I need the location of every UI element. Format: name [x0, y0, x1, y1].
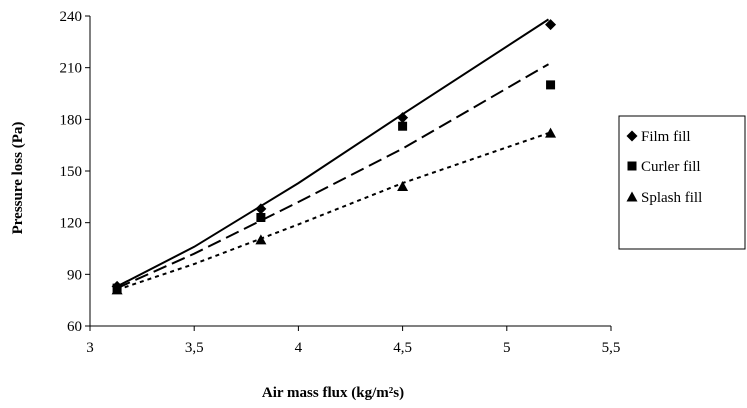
data-markers	[111, 19, 557, 295]
legend: Film fill Curler fill Splash fill	[618, 115, 746, 250]
data-point-splash-fill	[545, 127, 557, 138]
x-tick-label: 3,5	[185, 340, 204, 356]
data-point-splash-fill	[255, 234, 267, 245]
y-tick-label: 210	[60, 61, 83, 77]
x-tick-label: 5,5	[602, 340, 621, 356]
x-tick-label: 3	[86, 340, 94, 356]
data-point-film-fill	[545, 19, 557, 31]
trendline-curler-fill	[116, 63, 550, 290]
legend-marker-curler-fill	[627, 161, 637, 171]
data-point-curler-fill	[398, 121, 408, 131]
axes: 60 90 120 150 180 210 240 3 3,5 4 4,5 5 5,5	[60, 9, 621, 356]
data-point-curler-fill	[256, 213, 266, 222]
trendlines	[116, 18, 550, 291]
y-tick-label: 60	[67, 319, 82, 335]
legend-label-film-fill: Film fill	[641, 129, 691, 145]
data-point-film-fill	[255, 203, 267, 215]
legend-marker-film-fill	[626, 130, 638, 142]
legend-label-curler-fill: Curler fill	[641, 159, 701, 175]
y-tick-label: 180	[60, 112, 83, 128]
data-point-film-fill	[397, 112, 409, 124]
legend-box	[618, 115, 746, 250]
x-tick-label: 4	[295, 340, 303, 356]
y-tick-label: 150	[60, 164, 83, 180]
data-point-curler-fill	[546, 80, 556, 90]
x-tick-label: 4,5	[393, 340, 412, 356]
x-axis-title: Air mass flux (kg/m²s)	[262, 385, 404, 401]
legend-marker-splash-fill	[626, 191, 638, 202]
x-tick-label: 5	[503, 340, 511, 356]
y-tick-label: 240	[60, 9, 83, 25]
trendline-film-fill	[116, 18, 550, 288]
data-point-splash-fill	[111, 284, 123, 295]
legend-label-splash-fill: Splash fill	[641, 190, 702, 206]
y-tick-label: 120	[60, 216, 83, 232]
y-axis-title: Pressure loss (Pa)	[10, 122, 26, 235]
trendline-splash-fill	[116, 132, 549, 291]
y-tick-label: 90	[67, 267, 82, 283]
data-point-splash-fill	[397, 181, 409, 191]
